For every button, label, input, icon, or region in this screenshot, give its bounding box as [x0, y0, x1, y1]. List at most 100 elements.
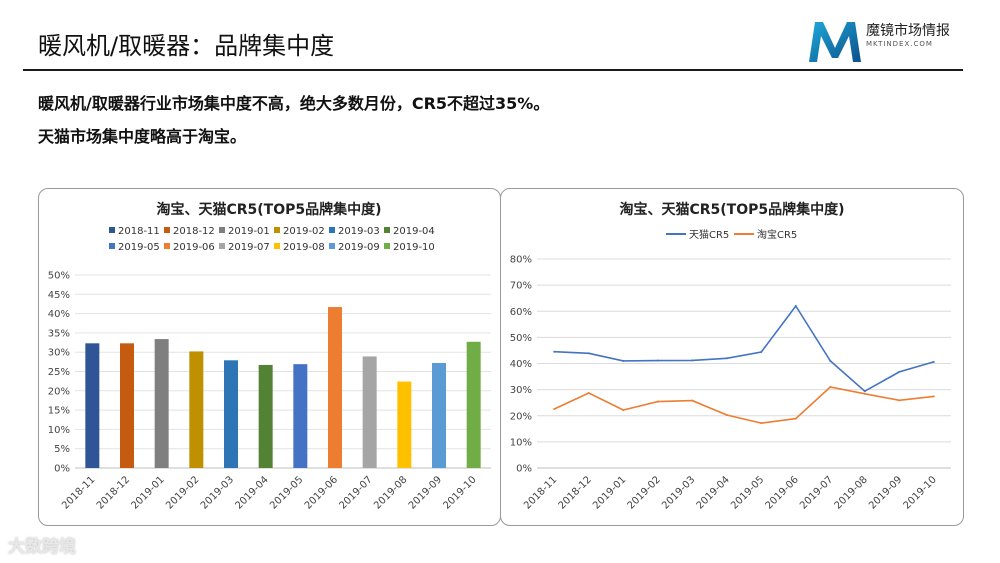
y-tick-label: 0%: [516, 464, 532, 475]
bar-chart-panel: 淘宝、天猫CR5(TOP5品牌集中度) 2018-11 2018-12 2019-01…: [38, 188, 501, 526]
data-point: [725, 413, 728, 416]
x-tick-label: 2019-05: [268, 474, 305, 511]
legend-label: 2018-11: [118, 226, 160, 237]
legend-label: 2019-04: [393, 226, 435, 237]
y-tick-label: 20%: [48, 386, 70, 397]
y-tick-label: 50%: [510, 333, 532, 344]
legend-label: 淘宝CR5: [757, 228, 797, 241]
x-tick-label: 2019-01: [129, 474, 166, 511]
watermark-text: 大数跨境: [8, 537, 76, 557]
legend-swatch: [164, 227, 170, 233]
legend-swatch: [384, 243, 390, 249]
x-tick-label: 2019-10: [441, 474, 478, 511]
y-tick-label: 70%: [510, 281, 532, 292]
summary-line-2: 天猫市场集中度略高于淘宝。: [38, 127, 247, 146]
x-tick-label: 2018-11: [522, 474, 559, 511]
x-tick-label: 2019-01: [591, 474, 628, 511]
y-tick-label: 15%: [48, 406, 70, 417]
line-chart: 淘宝、天猫CR5(TOP5品牌集中度) 天猫CR5 淘宝CR5 0% 10% 20% 30%…: [510, 201, 951, 512]
x-tick-label: 2019-05: [729, 474, 766, 511]
y-tick-label: 30%: [510, 385, 532, 396]
data-point: [794, 417, 797, 420]
data-point: [863, 392, 866, 395]
x-tick-label: 2019-07: [798, 474, 835, 511]
legend-swatch: [274, 227, 280, 233]
legend-swatch: [109, 243, 115, 249]
header-divider: [23, 69, 963, 71]
logo-subtext: MKTINDEX.COM: [866, 40, 933, 48]
data-point: [898, 399, 901, 402]
x-tick-label: 2019-04: [233, 474, 270, 511]
legend-label: 2019-08: [283, 242, 325, 253]
legend-swatch: [219, 243, 225, 249]
data-point: [932, 360, 935, 363]
x-tick-label: 2019-04: [695, 474, 732, 511]
legend-label: 2019-09: [338, 242, 380, 253]
data-point: [829, 386, 832, 389]
data-point: [553, 350, 556, 353]
chart-title: 淘宝、天猫CR5(TOP5品牌集中度): [619, 201, 844, 218]
bar-chart: 淘宝、天猫CR5(TOP5品牌集中度)2018-11 2018-12 2019-01…: [48, 201, 491, 512]
x-tick-label: 2019-08: [372, 474, 409, 511]
series-line: [554, 304, 935, 393]
x-tick-label: 2019-08: [833, 474, 870, 511]
x-tick-label: 2019-03: [199, 474, 236, 511]
data-point: [691, 399, 694, 402]
y-tick-label: 50%: [48, 271, 70, 282]
legend-label: 2019-03: [338, 226, 380, 237]
chart-title: 淘宝、天猫CR5(TOP5品牌集中度): [156, 201, 381, 218]
y-tick-label: 40%: [48, 309, 70, 320]
bar: [362, 356, 377, 468]
legend-swatch: [164, 243, 170, 249]
data-point: [898, 370, 901, 373]
bar: [189, 351, 204, 468]
data-point: [725, 357, 728, 360]
data-point: [587, 392, 590, 395]
legend-swatch: [109, 227, 115, 233]
data-point: [932, 395, 935, 398]
legend-label: 2018-12: [173, 226, 215, 237]
data-point: [622, 359, 625, 362]
bar: [85, 343, 100, 468]
legend-label: 2019-06: [173, 242, 215, 253]
x-tick-label: 2018-12: [95, 474, 132, 511]
y-tick-label: 10%: [510, 437, 532, 448]
legend-label: 2019-01: [228, 226, 270, 237]
data-point: [553, 407, 556, 410]
data-point: [691, 359, 694, 362]
legend-label: 2019-10: [393, 242, 435, 253]
y-tick-label: 80%: [510, 255, 532, 266]
bar: [293, 364, 308, 468]
line-chart-panel: 淘宝、天猫CR5(TOP5品牌集中度) 天猫CR5 淘宝CR5 0% 10% 20% 30%…: [500, 188, 964, 526]
data-point: [829, 359, 832, 362]
bar: [328, 307, 342, 468]
x-tick-label: 2019-02: [626, 474, 663, 511]
legend-swatch: [274, 243, 280, 249]
x-tick-label: 2019-02: [164, 474, 201, 511]
bar: [224, 360, 238, 468]
x-tick-label: 2019-10: [902, 474, 939, 511]
y-tick-label: 0%: [54, 464, 70, 475]
series-line: [553, 386, 934, 424]
y-tick-label: 10%: [48, 425, 70, 436]
y-tick-label: 45%: [48, 290, 70, 301]
bar: [258, 364, 273, 468]
data-point: [794, 305, 797, 308]
y-tick-label: 25%: [48, 367, 70, 378]
legend-swatch: [329, 227, 335, 233]
page-title: 暖风机/取暖器：品牌集中度: [38, 32, 335, 60]
data-point: [656, 400, 659, 403]
x-tick-label: 2019-09: [867, 474, 904, 511]
legend-swatch: [219, 227, 225, 233]
bar: [432, 363, 446, 468]
x-tick-label: 2018-11: [60, 474, 97, 511]
summary-line-1: 暖风机/取暖器行业市场集中度不高，绝大多数月份，CR5不超过35%。: [38, 94, 550, 113]
x-tick-label: 2019-06: [764, 474, 801, 511]
legend-label: 2019-02: [283, 226, 325, 237]
bar: [154, 339, 169, 468]
data-point: [587, 352, 590, 355]
legend-swatch: [384, 227, 390, 233]
legend-label: 2019-07: [228, 242, 270, 253]
x-tick-label: 2019-06: [303, 474, 340, 511]
legend-swatch: [329, 243, 335, 249]
